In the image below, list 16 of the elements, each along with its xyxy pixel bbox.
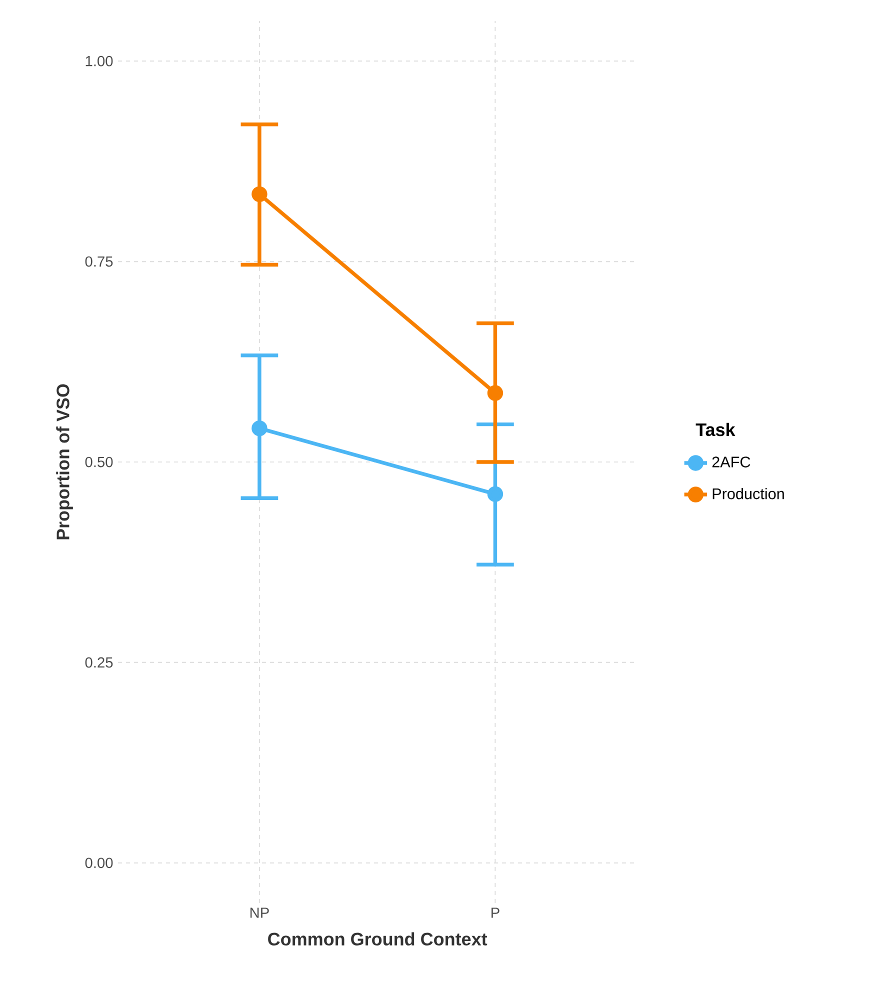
legend-label: 2AFC (712, 456, 750, 468)
point (252, 186, 268, 202)
y-tick-label: 0.25 (85, 657, 113, 668)
x-axis-title: Common Ground Context (268, 932, 488, 946)
legend-title: Task (696, 422, 736, 436)
y-tick-label: 0.00 (85, 858, 113, 868)
point (487, 385, 504, 401)
y-tick-label: 0.50 (85, 456, 113, 468)
y-axis-title: Proportion of VSO (56, 384, 73, 540)
point (252, 420, 268, 436)
x-tick-label: P (492, 908, 500, 918)
y-tick-label: 1.00 (86, 56, 113, 66)
x-tick-label: NP (250, 908, 269, 918)
y-tick-label: 0.75 (85, 256, 113, 267)
legend-label: Production (712, 488, 784, 500)
point (487, 486, 504, 502)
